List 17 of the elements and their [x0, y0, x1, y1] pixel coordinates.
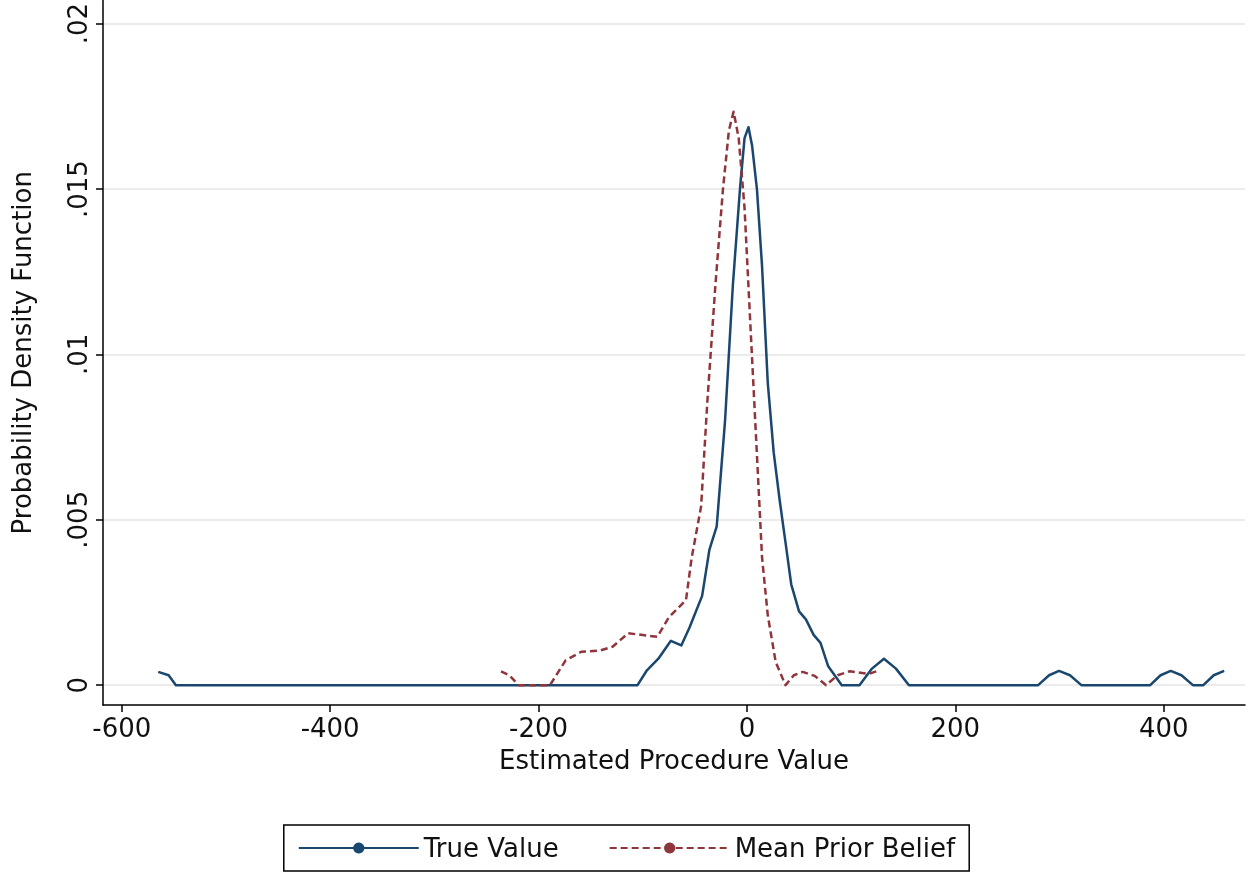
legend-label: Mean Prior Belief — [734, 833, 957, 863]
legend-label: True Value — [422, 833, 559, 863]
x-tick-label: 0 — [738, 713, 756, 743]
y-tick-label: .005 — [63, 490, 93, 549]
y-tick-label: .01 — [63, 333, 93, 376]
x-tick-label: -200 — [509, 713, 569, 743]
line-series — [156, 125, 1226, 687]
y-axis-title: Probability Density Function — [7, 171, 37, 535]
x-tick-label: 400 — [1138, 713, 1189, 743]
y-tick-label: 0 — [63, 676, 93, 694]
y-tick-label: .02 — [63, 2, 93, 45]
line-series — [499, 110, 878, 687]
x-axis-title: Estimated Procedure Value — [499, 745, 849, 775]
y-tick-label: .015 — [63, 160, 93, 218]
x-tick-label: 200 — [930, 713, 981, 743]
x-tick-label: -400 — [300, 713, 360, 743]
x-tick-label: -600 — [92, 713, 152, 743]
